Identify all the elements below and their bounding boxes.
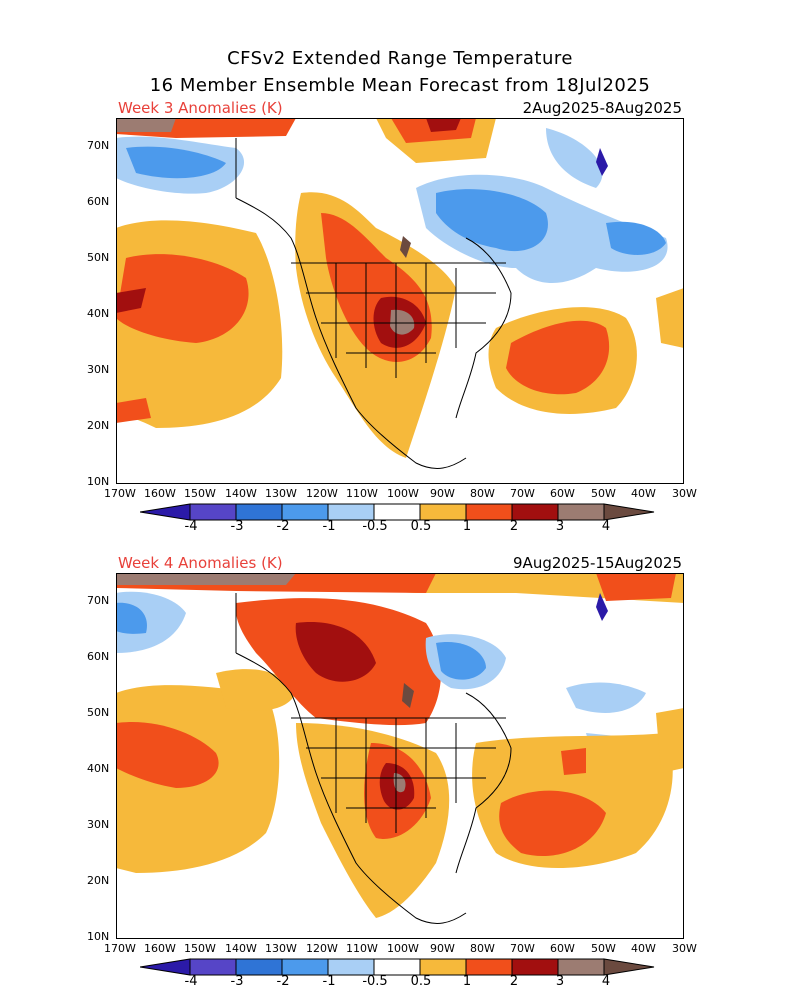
colorbar-swatch xyxy=(235,958,283,976)
lon-tick: 50W xyxy=(591,942,616,955)
colorbar-swatch xyxy=(465,958,513,976)
cb-label: -3 xyxy=(230,974,244,989)
cb-label: -0.5 xyxy=(362,519,388,534)
lon-tick: 90W xyxy=(430,942,455,955)
cb-label: 0.5 xyxy=(410,519,432,534)
cb-label: -1 xyxy=(322,519,336,534)
lon-tick: 110W xyxy=(346,942,378,955)
lon-tick: 40W xyxy=(631,487,656,500)
cb-label: 4 xyxy=(601,974,611,989)
lat-tick: 60N xyxy=(87,650,110,663)
lat-tick: 40N xyxy=(87,307,110,320)
lat-tick: 30N xyxy=(87,363,110,376)
lat-tick: 50N xyxy=(87,251,110,264)
colorbar-swatch xyxy=(511,503,559,521)
lon-tick: 150W xyxy=(184,487,216,500)
colorbar-swatch xyxy=(511,958,559,976)
colorbar-swatch xyxy=(235,503,283,521)
week4-map xyxy=(116,573,684,939)
lon-tick: 70W xyxy=(510,487,535,500)
lon-tick: 130W xyxy=(265,942,297,955)
week3-label: Week 3 Anomalies (K) xyxy=(118,99,283,117)
week4-colorbar xyxy=(140,958,655,976)
lon-tick: 90W xyxy=(430,487,455,500)
lon-tick: 80W xyxy=(470,942,495,955)
lon-tick: 140W xyxy=(225,942,257,955)
colorbar-swatch xyxy=(465,503,513,521)
lat-tick: 10N xyxy=(87,475,110,488)
lon-tick: 50W xyxy=(591,487,616,500)
lat-tick: 70N xyxy=(87,139,110,152)
cb-label: -1 xyxy=(322,974,336,989)
cb-label: -2 xyxy=(276,974,290,989)
title-line-2: 16 Member Ensemble Mean Forecast from 18… xyxy=(149,75,651,96)
lon-tick: 160W xyxy=(144,942,176,955)
colorbar-arrow-high xyxy=(603,958,655,976)
title-line-1: CFSv2 Extended Range Temperature xyxy=(227,48,573,69)
week4-dates: 9Aug2025-15Aug2025 xyxy=(513,554,682,572)
colorbar-swatch xyxy=(327,503,375,521)
cb-label: -3 xyxy=(230,519,244,534)
lon-tick: 60W xyxy=(550,487,575,500)
lon-tick: 100W xyxy=(387,487,419,500)
colorbar-arrow-low xyxy=(140,958,191,976)
cb-label: 1 xyxy=(462,974,472,989)
week3-dates: 2Aug2025-8Aug2025 xyxy=(522,99,682,117)
cb-label: 1 xyxy=(462,519,472,534)
lat-tick: 60N xyxy=(87,195,110,208)
lat-tick: 70N xyxy=(87,594,110,607)
cb-label: 3 xyxy=(555,974,565,989)
lon-tick: 150W xyxy=(184,942,216,955)
colorbar-arrow-low xyxy=(140,503,191,521)
lon-tick: 30W xyxy=(672,942,697,955)
colorbar-swatch xyxy=(327,958,375,976)
cb-label: 3 xyxy=(555,519,565,534)
cb-label: 2 xyxy=(509,974,519,989)
colorbar-arrow-high xyxy=(603,503,655,521)
lon-tick: 110W xyxy=(346,487,378,500)
lon-tick: 100W xyxy=(387,942,419,955)
colorbar-swatch xyxy=(373,503,421,521)
cb-label: -4 xyxy=(184,974,198,989)
colorbar-swatch xyxy=(281,958,329,976)
lon-tick: 170W xyxy=(104,487,136,500)
lat-tick: 50N xyxy=(87,706,110,719)
cb-label: -2 xyxy=(276,519,290,534)
week3-lon-axis: 170W 160W 150W 140W 130W 120W 110W 100W … xyxy=(104,487,697,501)
lon-tick: 40W xyxy=(631,942,656,955)
lon-tick: 120W xyxy=(306,487,338,500)
week4-label: Week 4 Anomalies (K) xyxy=(118,554,283,572)
cb-label: -0.5 xyxy=(362,974,388,989)
colorbar-swatch xyxy=(373,958,421,976)
week3-colorbar xyxy=(140,503,655,521)
lon-tick: 80W xyxy=(470,487,495,500)
colorbar-swatch xyxy=(419,958,467,976)
colorbar-swatch xyxy=(557,503,605,521)
cb-label: 2 xyxy=(509,519,519,534)
week3-map xyxy=(116,118,684,484)
lon-tick: 160W xyxy=(144,487,176,500)
lon-tick: 140W xyxy=(225,487,257,500)
colorbar-swatch xyxy=(189,958,237,976)
cb-label: 0.5 xyxy=(410,974,432,989)
colorbar-swatch xyxy=(419,503,467,521)
lat-tick: 30N xyxy=(87,818,110,831)
cb-label: 4 xyxy=(601,519,611,534)
lat-tick: 40N xyxy=(87,762,110,775)
cb-label: -4 xyxy=(184,519,198,534)
lon-tick: 120W xyxy=(306,942,338,955)
colorbar-swatch xyxy=(281,503,329,521)
lat-tick: 20N xyxy=(87,874,110,887)
week4-lon-axis: 170W 160W 150W 140W 130W 120W 110W 100W … xyxy=(104,942,697,956)
lon-tick: 60W xyxy=(550,942,575,955)
lat-tick: 20N xyxy=(87,419,110,432)
lon-tick: 70W xyxy=(510,942,535,955)
lat-tick: 10N xyxy=(87,930,110,943)
lon-tick: 170W xyxy=(104,942,136,955)
colorbar-swatch xyxy=(189,503,237,521)
lon-tick: 130W xyxy=(265,487,297,500)
lon-tick: 30W xyxy=(672,487,697,500)
colorbar-swatch xyxy=(557,958,605,976)
